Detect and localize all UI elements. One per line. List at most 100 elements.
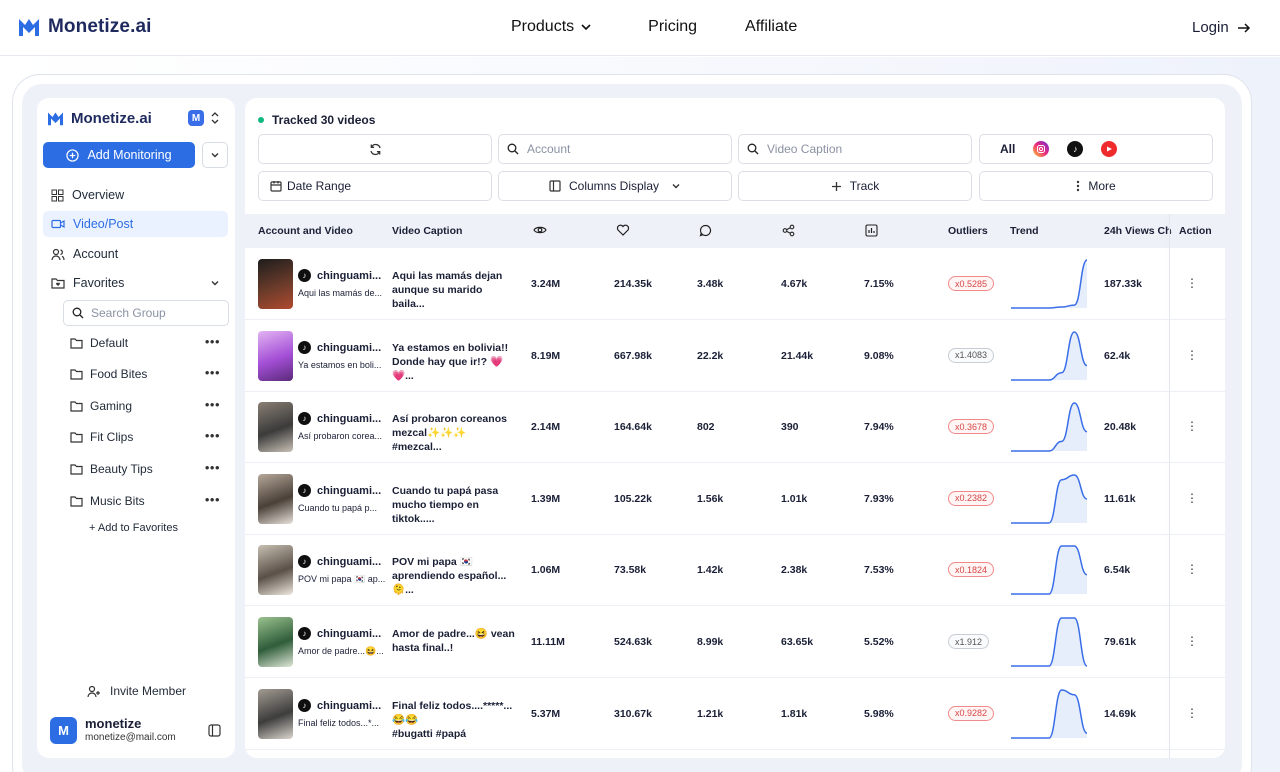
- comments-value: 1.56k: [697, 492, 724, 505]
- sidebar-item-account[interactable]: Account: [43, 241, 228, 267]
- account-name[interactable]: chinguami...: [317, 484, 382, 497]
- youtube-icon[interactable]: [1101, 141, 1118, 157]
- sidebar-item-video-post[interactable]: Video/Post: [43, 211, 228, 237]
- video-thumbnail[interactable]: [258, 545, 293, 596]
- invite-member-button[interactable]: Invite Member: [87, 684, 186, 698]
- tiktok-icon: ♪: [298, 483, 311, 497]
- group-item-fit-clips[interactable]: Fit Clips •••: [70, 427, 220, 447]
- account-name[interactable]: chinguami...: [317, 341, 382, 354]
- brand-logo[interactable]: Monetize.ai: [18, 16, 152, 38]
- video-thumbnail[interactable]: [258, 402, 293, 453]
- caption-search-input[interactable]: Video Caption: [738, 134, 972, 164]
- refresh-button[interactable]: [258, 134, 492, 164]
- row-actions-icon[interactable]: ⋮: [1186, 562, 1198, 577]
- heart-icon[interactable]: [616, 224, 630, 236]
- add-monitoring-dropdown[interactable]: [202, 142, 228, 168]
- platform-all[interactable]: All: [1000, 142, 1016, 156]
- account-name[interactable]: chinguami...: [317, 699, 382, 712]
- video-thumbnail[interactable]: [258, 330, 293, 381]
- tiktok-icon[interactable]: ♪: [1067, 141, 1084, 157]
- views-value: 11.11M: [531, 636, 565, 648]
- account-search-placeholder: Account: [527, 142, 571, 156]
- account-search-input[interactable]: Account: [498, 134, 732, 164]
- col-trend[interactable]: Trend: [1010, 225, 1039, 237]
- group-menu-icon[interactable]: •••: [204, 492, 220, 507]
- table-row[interactable]: ♪ chinguami... POV mi papa 🇰🇷 ap... POV mi …: [245, 534, 1225, 607]
- caption-line: POV mi papa 🇰🇷: [392, 556, 473, 569]
- monetize-logo-icon: [48, 112, 63, 126]
- trend-area: [1011, 331, 1087, 380]
- add-to-favorites-link[interactable]: + Add to Favorites: [89, 522, 178, 534]
- more-button[interactable]: More: [979, 171, 1213, 201]
- account-name[interactable]: chinguami...: [317, 413, 382, 426]
- eye-icon[interactable]: [533, 224, 547, 236]
- group-item-food-bites[interactable]: Food Bites •••: [70, 364, 220, 384]
- video-thumbnail[interactable]: [258, 688, 293, 739]
- group-menu-icon[interactable]: •••: [204, 428, 220, 443]
- row-actions-icon[interactable]: ⋮: [1186, 347, 1198, 362]
- group-menu-icon[interactable]: •••: [204, 334, 220, 349]
- views-24h-value: 11.61k: [1104, 492, 1136, 505]
- sidebar-toggle-icon[interactable]: [208, 724, 221, 737]
- nav-products[interactable]: Products: [511, 18, 592, 36]
- instagram-icon[interactable]: [1033, 141, 1050, 157]
- row-actions-icon[interactable]: ⋮: [1186, 419, 1198, 434]
- share-icon[interactable]: [782, 224, 795, 237]
- columns-icon: [549, 180, 561, 192]
- views-24h-value: 62.4k: [1104, 349, 1131, 362]
- group-menu-icon[interactable]: •••: [204, 397, 220, 412]
- col-outliers[interactable]: Outliers: [948, 225, 988, 237]
- search-group-input[interactable]: Search Group: [63, 300, 229, 326]
- user-profile[interactable]: M monetize monetize@mail.com: [50, 716, 176, 744]
- account-name[interactable]: chinguami...: [317, 270, 382, 282]
- add-monitoring-button[interactable]: Add Monitoring: [43, 142, 195, 168]
- account-caption: Aqui las mamás de...: [298, 288, 383, 298]
- account-name[interactable]: chinguami...: [317, 628, 382, 640]
- track-button[interactable]: Track: [738, 171, 972, 201]
- shares-value: 21.44k: [781, 349, 814, 362]
- login-link[interactable]: Login: [1192, 19, 1251, 36]
- table-row[interactable]: ♪ chinguami... Ya estamos en boli... Ya est…: [245, 320, 1225, 392]
- table-row[interactable]: ♪ chinguami... Amor de padre...😆... Amor de…: [245, 606, 1225, 678]
- comment-icon[interactable]: [699, 224, 712, 237]
- table-row[interactable]: ♪ chinguami... Aqui las mamás de... Aqui la…: [245, 248, 1225, 320]
- group-menu-icon[interactable]: •••: [204, 460, 220, 475]
- table-row[interactable]: ♪ chinguami... Final feliz todos...*... Fin…: [245, 678, 1225, 750]
- sidebar-brand[interactable]: Monetize.ai: [47, 110, 152, 127]
- row-actions-icon[interactable]: ⋮: [1186, 276, 1198, 290]
- date-range-button[interactable]: Date Range: [258, 171, 492, 201]
- workspace-switcher[interactable]: M: [188, 110, 220, 126]
- col-views-24h[interactable]: 24h Views Cha: [1104, 225, 1172, 237]
- likes-value: 164.64k: [614, 421, 652, 434]
- columns-display-button[interactable]: Columns Display: [498, 171, 732, 201]
- table-row[interactable]: ♪ chinguami... Cuando tu papá p... Cuando t…: [245, 463, 1225, 535]
- trend-line: [1010, 402, 1088, 452]
- video-thumbnail[interactable]: [258, 617, 293, 667]
- nav-affiliate[interactable]: Affiliate: [745, 18, 797, 36]
- col-caption[interactable]: Video Caption: [392, 225, 463, 237]
- video-thumbnail[interactable]: [258, 259, 293, 309]
- sticky-column-divider: [1169, 214, 1170, 758]
- trend-sparkline: [1010, 474, 1088, 524]
- table-row[interactable]: ♪ chinguami... Así probaron corea... Así pr…: [245, 391, 1225, 464]
- group-item-music-bits[interactable]: Music Bits •••: [70, 491, 220, 511]
- group-menu-icon[interactable]: •••: [204, 365, 220, 380]
- group-item-gaming[interactable]: Gaming •••: [70, 396, 220, 416]
- nav-pricing[interactable]: Pricing: [648, 18, 697, 36]
- video-thumbnail[interactable]: [258, 473, 293, 524]
- caption-line: Final feliz todos....*****...😂😂: [392, 699, 513, 726]
- row-actions-icon[interactable]: ⋮: [1186, 705, 1198, 720]
- trend-sparkline: [1010, 330, 1088, 381]
- chevron-down-icon: [672, 184, 680, 189]
- group-label: Beauty Tips: [90, 462, 153, 476]
- sidebar-item-favorites[interactable]: Favorites: [43, 270, 228, 296]
- row-actions-icon[interactable]: ⋮: [1186, 490, 1198, 505]
- account-name[interactable]: chinguami...: [317, 556, 382, 569]
- sidebar-item-overview[interactable]: Overview: [43, 182, 228, 208]
- outlier-badge: x0.1824: [948, 562, 995, 578]
- engagement-icon[interactable]: [865, 224, 878, 237]
- col-account-video[interactable]: Account and Video: [258, 225, 353, 237]
- group-item-default[interactable]: Default •••: [70, 333, 220, 353]
- row-actions-icon[interactable]: ⋮: [1186, 634, 1198, 648]
- group-item-beauty-tips[interactable]: Beauty Tips •••: [70, 459, 220, 479]
